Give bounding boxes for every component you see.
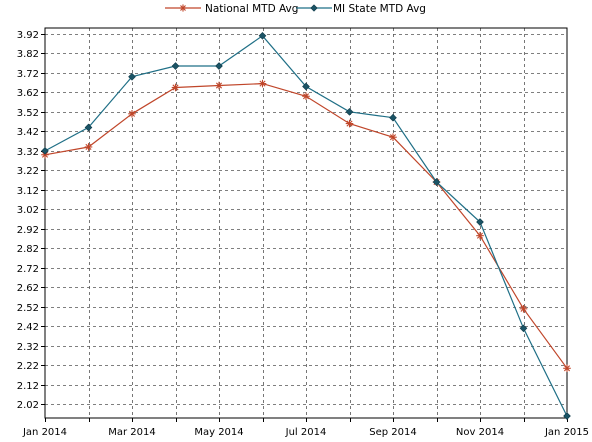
y-tick-label: 3.32: [17, 147, 39, 158]
data-point-national: [563, 364, 571, 373]
series-line-national: [44, 82, 568, 369]
y-tick-label: 2.02: [17, 400, 39, 411]
data-point-mi-state: [389, 113, 397, 122]
y-tick-label: 3.62: [17, 88, 39, 99]
axes: 3.92 3.82 3.72 3.62 3.52 3.42 3.32 3.22 3.12 3.02…: [17, 27, 589, 438]
data-point-national: [476, 231, 484, 240]
data-point-mi-state: [84, 123, 93, 132]
data-point-national: [389, 133, 397, 141]
data-point-mi-state: [302, 82, 310, 91]
data-point-mi-state: [563, 412, 571, 420]
y-tick-label: 3.42: [17, 127, 39, 138]
y-tick-label: 2.92: [17, 225, 39, 236]
asterisk-stroke: [563, 365, 571, 372]
data-point-national: [519, 305, 528, 313]
y-tick-label: 2.32: [17, 342, 39, 353]
y-tick-label: 2.42: [17, 322, 39, 333]
y-tick-label: 2.82: [17, 244, 39, 255]
asterisk-stroke: [389, 134, 397, 141]
y-tick-label: 3.92: [17, 30, 39, 41]
asterisk-stroke: [41, 151, 49, 158]
series-layer: [41, 31, 571, 420]
data-point-mi-state: [258, 31, 267, 40]
y-tick-label: 2.22: [17, 361, 39, 372]
data-point-national: [171, 83, 180, 92]
legend: National MTD Avg MI State MTD Avg: [165, 3, 426, 15]
x-tick-label: Jul 2014: [285, 427, 327, 438]
legend-label-national: National MTD Avg: [205, 3, 298, 15]
y-tick-label: 3.22: [17, 166, 39, 177]
data-point-mi-state: [171, 62, 180, 70]
grid-lines: [45, 28, 567, 418]
x-tick-label: Mar 2014: [108, 427, 156, 438]
y-tick-label: 2.62: [17, 283, 39, 294]
legend-label-mi-state: MI State MTD Avg: [333, 3, 426, 15]
x-tick-label: Sep 2014: [369, 427, 416, 438]
data-point-national: [128, 110, 136, 118]
x-tick-label: Jan 2015: [544, 427, 589, 438]
asterisk-stroke: [128, 110, 136, 117]
y-tick-label: 2.52: [17, 303, 39, 314]
asterisk-stroke: [259, 80, 266, 87]
data-point-mi-state: [41, 147, 49, 155]
y-tick-label: 3.52: [17, 108, 39, 119]
y-tick-label: 3.82: [17, 49, 39, 60]
y-tick-label: 2.12: [17, 381, 39, 392]
asterisk-stroke: [85, 143, 92, 150]
data-point-national: [302, 92, 310, 101]
y-tick-label: 3.02: [17, 205, 39, 216]
data-point-mi-state: [215, 62, 223, 70]
data-point-mi-state: [128, 72, 136, 81]
data-point-national: [258, 79, 267, 88]
asterisk-stroke: [520, 305, 527, 312]
legend-marker-mi-state: [310, 4, 318, 12]
data-point-mi-state: [519, 324, 528, 333]
data-point-national: [345, 119, 354, 128]
x-tick-label: Jan 2014: [22, 427, 67, 438]
data-point-mi-state: [476, 218, 484, 226]
asterisk-stroke: [476, 232, 484, 239]
x-tick-label: May 2014: [194, 427, 243, 438]
y-tick-label: 3.12: [17, 186, 39, 197]
data-point-national: [84, 143, 93, 151]
asterisk-stroke: [180, 5, 186, 11]
data-point-national: [215, 81, 223, 90]
data-point-mi-state: [345, 108, 354, 116]
y-tick-label: 3.72: [17, 69, 39, 80]
asterisk-stroke: [346, 120, 353, 127]
legend-marker-national: [179, 4, 187, 12]
asterisk-stroke: [172, 84, 179, 91]
asterisk-stroke: [302, 93, 310, 100]
asterisk-stroke: [215, 82, 223, 89]
y-tick-label: 2.72: [17, 264, 39, 275]
data-point-mi-state: [432, 178, 441, 186]
x-tick-label: Nov 2014: [456, 427, 504, 438]
